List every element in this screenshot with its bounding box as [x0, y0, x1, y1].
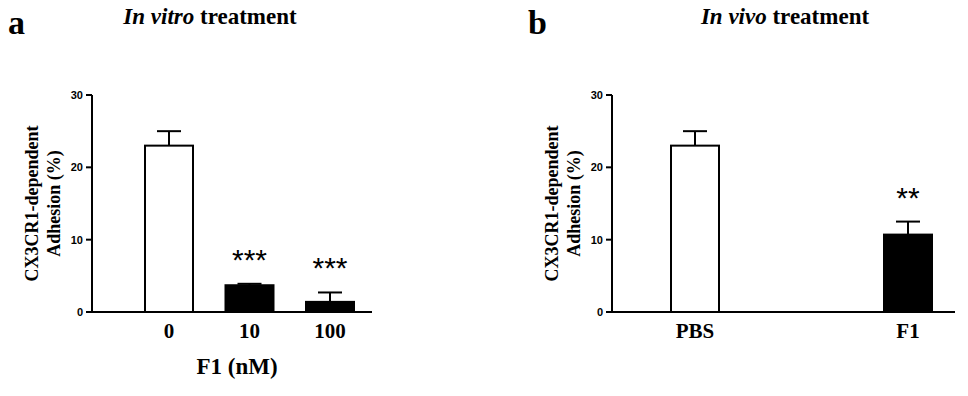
bar	[226, 285, 274, 312]
y-tick	[86, 166, 92, 168]
y-tick	[606, 166, 612, 168]
title: In vitro treatment	[122, 4, 297, 29]
title-italic: In vivo	[700, 4, 773, 29]
y-tick	[86, 94, 92, 96]
y-axis-label: CX3CR1-dependentAdhesion (%)	[542, 125, 585, 281]
error-bar	[329, 292, 331, 301]
error-cap	[896, 221, 920, 223]
y-label-line: Adhesion (%)	[564, 150, 585, 257]
y-axis-label: CX3CR1-dependentAdhesion (%)	[22, 125, 65, 281]
y-tick-label: 30	[591, 89, 603, 101]
title: In vivo treatment	[700, 4, 870, 29]
error-cap	[683, 130, 707, 132]
y-tick-label: 20	[71, 161, 83, 173]
y-tick-label: 10	[71, 234, 83, 246]
bar	[145, 146, 193, 312]
y-axis	[611, 95, 613, 312]
marks	[671, 131, 932, 312]
x-tick-label: 0	[164, 319, 175, 343]
panel-label: a	[8, 4, 25, 41]
bar	[884, 235, 932, 312]
error-bar	[907, 222, 909, 235]
panel-1: b In vivo treatment CX3CR1-dependentAdhesi…	[528, 4, 955, 343]
error-cap	[318, 291, 342, 293]
bar	[671, 146, 719, 312]
significance: **	[896, 181, 920, 214]
marks	[145, 131, 354, 312]
y-label-line: CX3CR1-dependent	[542, 125, 562, 281]
error-bar	[694, 131, 696, 145]
y-tick	[606, 94, 612, 96]
y-tick	[606, 311, 612, 313]
error-cap	[157, 130, 181, 132]
y-tick-label: 30	[71, 89, 83, 101]
title-rest: treatment	[200, 4, 297, 29]
significance: ***	[312, 251, 347, 284]
y-tick-label: 0	[77, 306, 83, 318]
y-tick-label: 20	[591, 161, 603, 173]
x-tick-label: F1	[896, 319, 919, 343]
significance: ***	[232, 243, 267, 276]
title-rest: treatment	[772, 4, 869, 29]
x-tick-label: 10	[239, 319, 260, 343]
x-tick-label: PBS	[676, 319, 715, 343]
y-label-line: Adhesion (%)	[44, 150, 65, 257]
title-italic: In vitro	[122, 4, 200, 29]
x-tick-label: 100	[314, 319, 346, 343]
y-tick-label: 0	[597, 306, 603, 318]
y-label-line: CX3CR1-dependent	[22, 125, 42, 281]
y-tick	[86, 311, 92, 313]
figure: aIn vitro treatmentCX3CR1-dependentAdhes…	[0, 0, 968, 396]
x-axis-label: F1 (nM)	[196, 354, 277, 379]
panel-0: a In vitro treatment CX3CR1-dependentAdhes…	[8, 4, 372, 379]
panel-label: b	[528, 4, 547, 41]
y-tick-label: 10	[591, 234, 603, 246]
error-bar	[168, 131, 170, 145]
y-axis	[91, 95, 93, 312]
y-tick	[86, 239, 92, 241]
y-tick	[606, 239, 612, 241]
bar	[306, 302, 354, 312]
